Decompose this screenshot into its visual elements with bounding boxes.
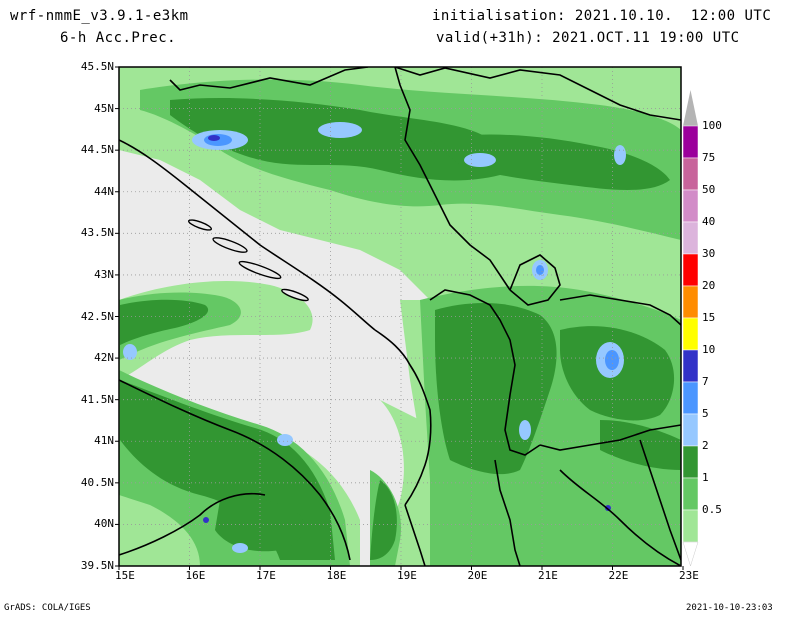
lon-tick-label: 20E xyxy=(467,569,488,582)
legend-color-box xyxy=(682,349,699,383)
render-timestamp: 2021-10-10-23:03 xyxy=(686,603,773,613)
lat-tick-label: 43.5N xyxy=(80,226,114,240)
legend-label: 100 xyxy=(702,119,722,132)
lat-tick-label: 45.5N xyxy=(80,60,114,73)
legend-color-box xyxy=(682,317,699,351)
lat-tick-label: 44N xyxy=(94,184,114,198)
lon-tick-label: 15E xyxy=(115,569,135,582)
lon-tick-label: 21E xyxy=(538,569,558,582)
legend-color-box xyxy=(682,125,699,159)
legend-label: 0.5 xyxy=(702,503,722,516)
lat-tick-label: 41N xyxy=(94,434,114,448)
legend-bottom-arrow xyxy=(682,541,699,567)
lat-tick-label: 45N xyxy=(94,101,114,115)
legend-color-box xyxy=(682,445,699,479)
legend-color-box xyxy=(682,285,699,319)
lon-tick-label: 17E xyxy=(256,569,276,582)
lat-tick-label: 39.5N xyxy=(80,559,114,572)
legend-label: 7 xyxy=(702,375,709,388)
legend-color-box xyxy=(682,221,699,255)
legend-label: 20 xyxy=(702,279,716,292)
legend-color-box xyxy=(682,157,699,191)
legend-color-box xyxy=(682,477,699,511)
grads-credit: GrADS: COLA/IGES xyxy=(4,603,91,613)
lon-tick-label: 16E xyxy=(185,569,206,582)
lat-tick-label: 43N xyxy=(94,267,114,281)
lat-tick-label: 42N xyxy=(94,351,114,365)
legend-label: 15 xyxy=(702,311,716,324)
lat-tick-label: 40.5N xyxy=(80,475,114,489)
legend-label: 2 xyxy=(702,439,709,452)
lat-tick-label: 40N xyxy=(94,517,114,531)
field-title: 6-h Acc.Prec. xyxy=(60,30,177,46)
legend-label: 5 xyxy=(702,407,709,420)
legend-color-box xyxy=(682,189,699,223)
legend-top-arrow xyxy=(683,90,698,126)
lat-tick-label: 42.5N xyxy=(80,309,114,323)
lon-tick-label: 18E xyxy=(326,569,347,582)
lon-tick-label: 23E xyxy=(679,569,699,582)
map-field xyxy=(119,67,681,566)
lat-tick-label: 41.5N xyxy=(80,392,114,406)
lat-tick-label: 44.5N xyxy=(80,143,114,157)
lon-tick-label: 22E xyxy=(608,569,629,582)
legend-color-box xyxy=(682,253,699,287)
model-title: wrf-nmmE_v3.9.1-e3km xyxy=(10,8,189,24)
legend-label: 75 xyxy=(702,151,716,164)
valid-time: valid(+31h): 2021.OCT.11 19:00 UTC xyxy=(436,30,740,46)
legend-color-box xyxy=(682,413,699,447)
legend-label: 50 xyxy=(702,183,716,196)
legend-color-box xyxy=(682,381,699,415)
init-time: initialisation: 2021.10.10. 12:00 UTC xyxy=(432,8,772,24)
legend-label: 40 xyxy=(702,215,716,228)
legend-label: 30 xyxy=(702,247,716,260)
legend-color-box xyxy=(682,509,699,543)
lon-tick-label: 19E xyxy=(397,569,417,582)
legend-label: 10 xyxy=(702,343,716,356)
legend-label: 1 xyxy=(702,471,709,484)
